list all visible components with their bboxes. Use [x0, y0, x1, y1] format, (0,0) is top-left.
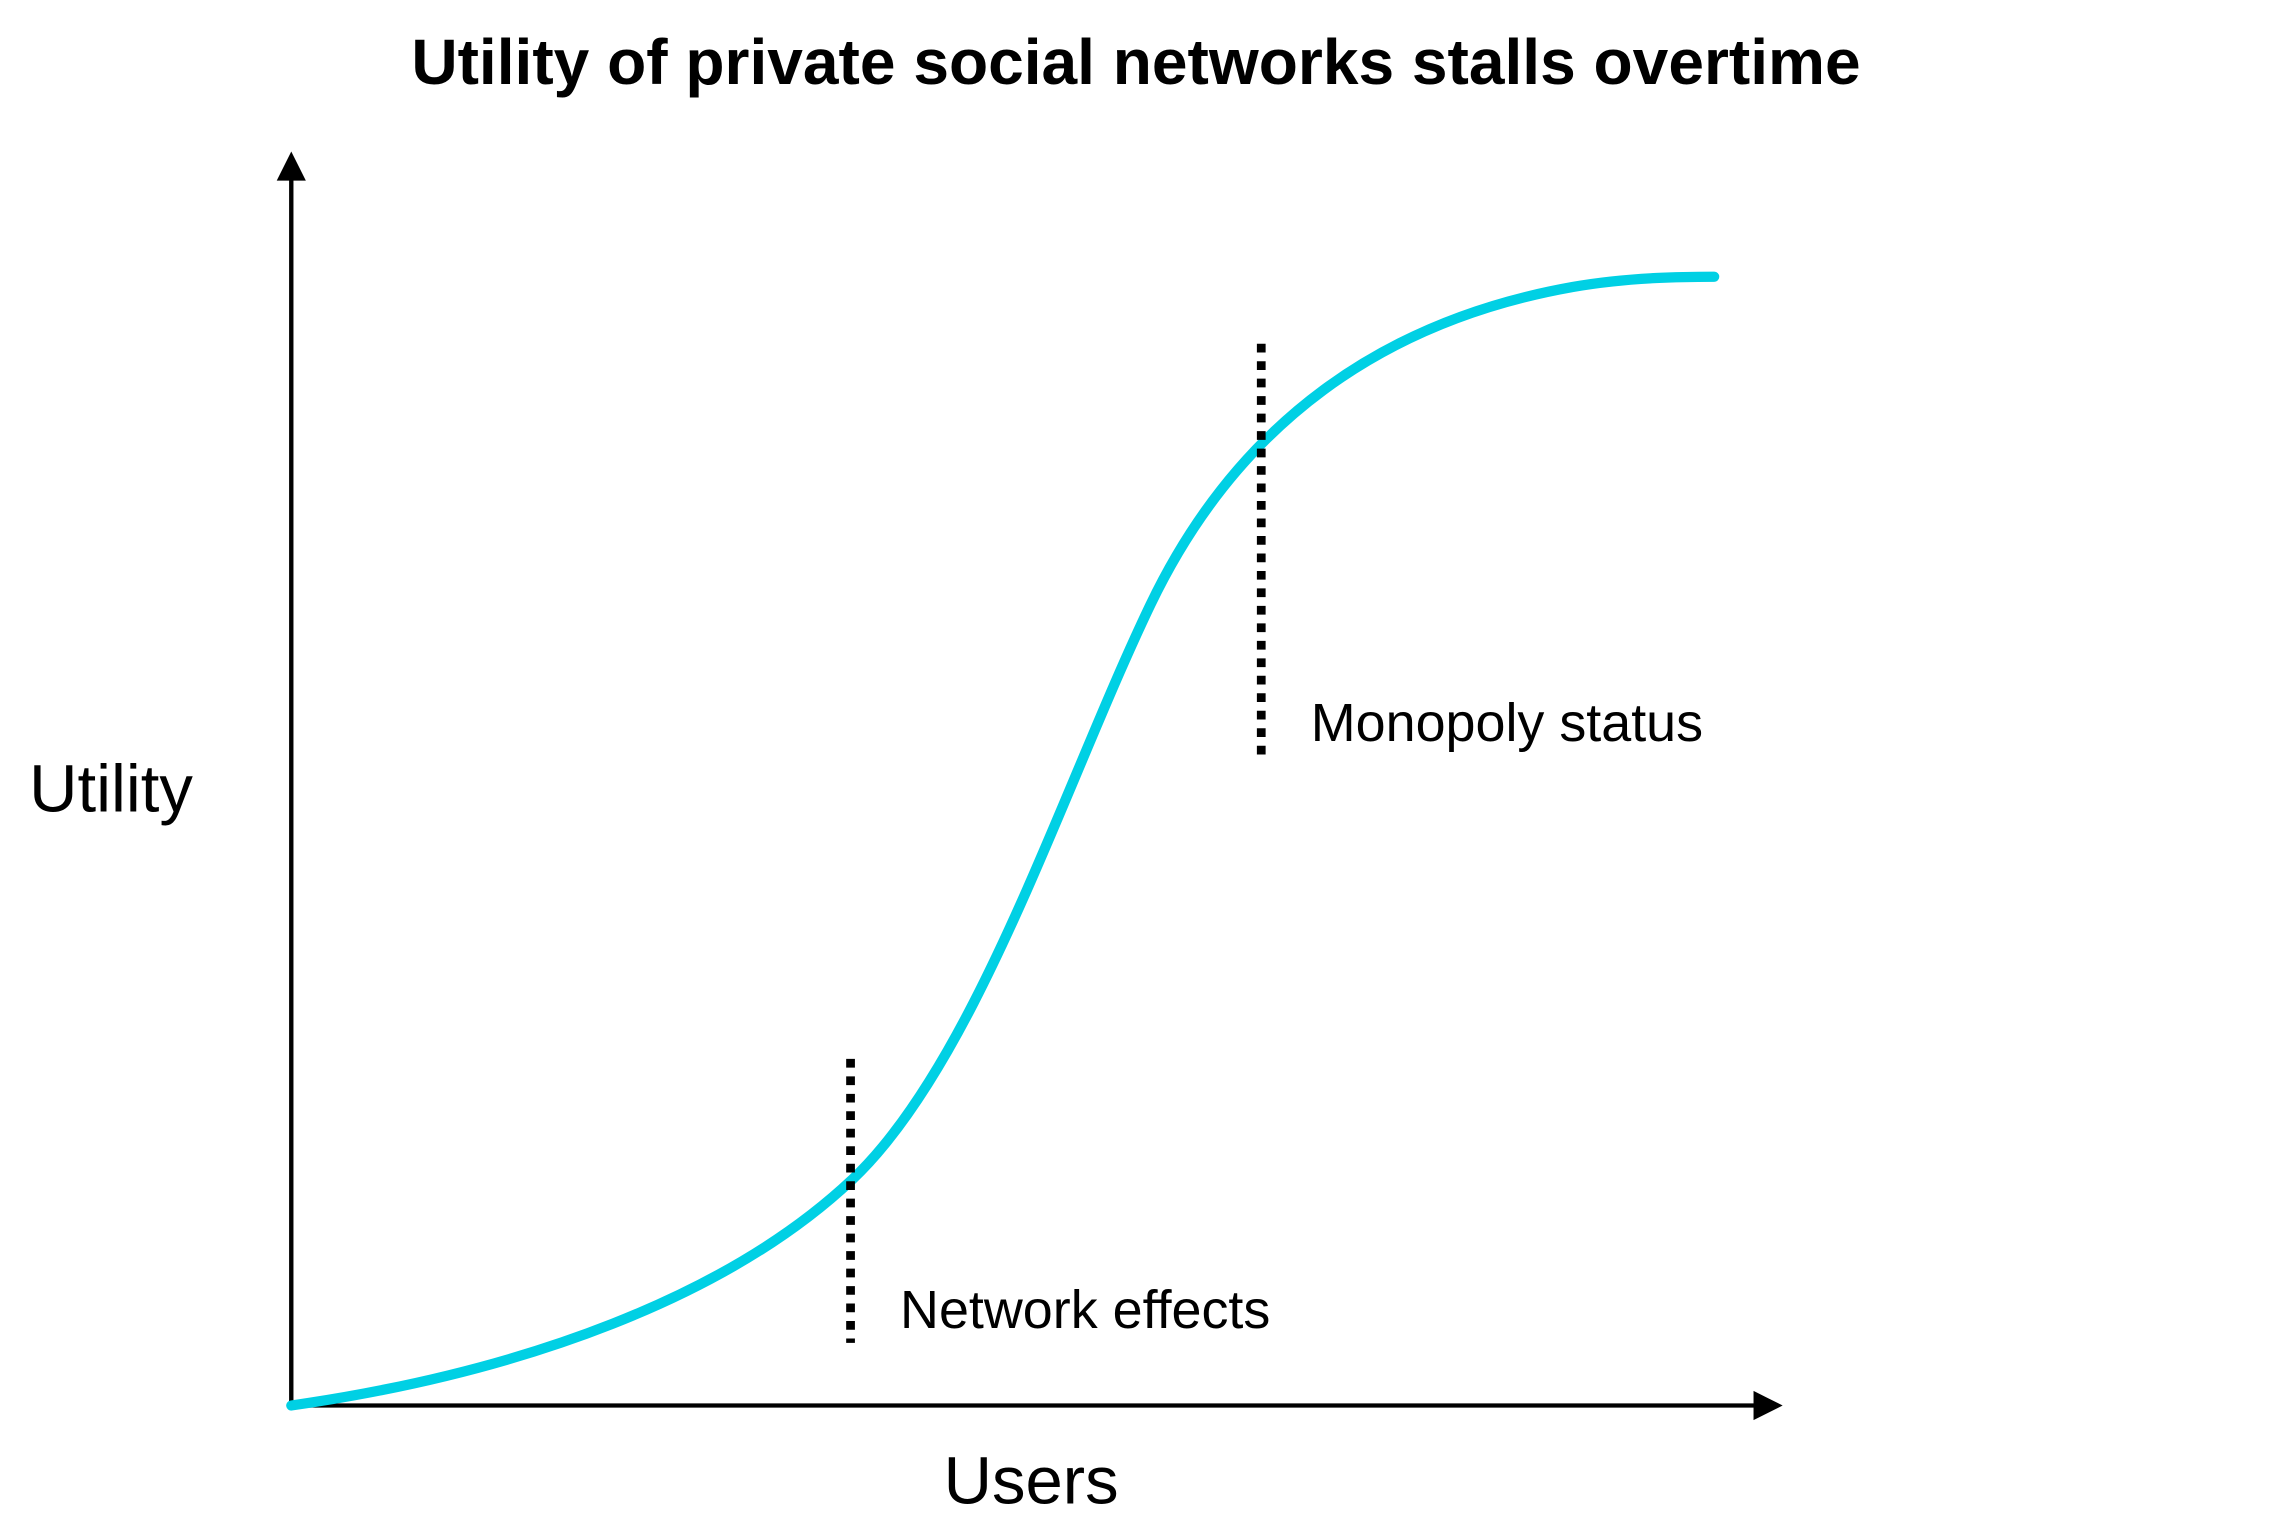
title: Utility of private social networks stall…	[411, 26, 1860, 98]
y-axis-label: Utility	[29, 751, 193, 826]
x-axis-arrow	[1753, 1390, 1783, 1421]
annotation: Network effects	[900, 1280, 1270, 1340]
utility-curve	[286, 271, 1720, 1411]
x-axis-label: Users	[944, 1443, 1119, 1518]
annotation: Monopoly status	[1311, 693, 1703, 753]
y-axis-arrow	[276, 151, 306, 181]
